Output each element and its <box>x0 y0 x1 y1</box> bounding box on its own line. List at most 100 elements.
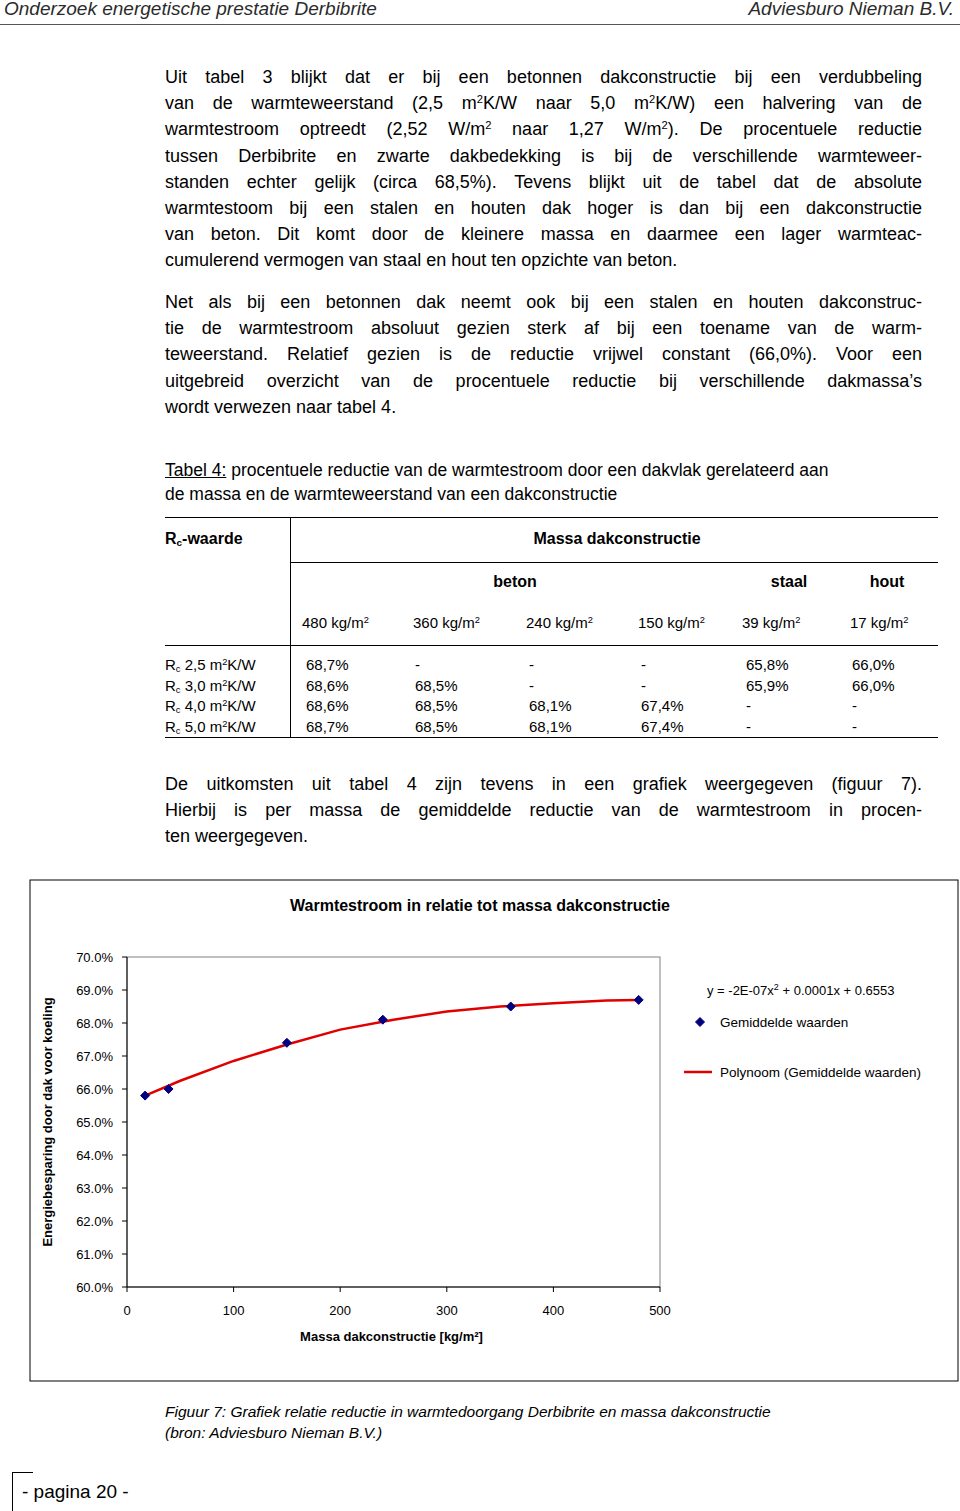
x-tick-label: 500 <box>649 1303 671 1318</box>
table-header: Massa dakconstructie <box>533 530 700 548</box>
y-tick <box>122 1056 127 1057</box>
paragraph-line: cumulerend vermogen van staal en hout te… <box>165 250 677 271</box>
figure-caption: Figuur 7: Grafiek relatie reductie in wa… <box>165 1403 771 1421</box>
y-tick-label: 60.0% <box>76 1280 113 1295</box>
y-tick-label: 61.0% <box>76 1247 113 1262</box>
paragraph-line: tussen Derbibrite en zwarte dakbedekking… <box>165 146 922 167</box>
table-caption-line: Tabel 4: procentuele reductie van de war… <box>165 460 828 481</box>
paragraph-line: Uit tabel 3 blijkt dat er bij een betonn… <box>165 67 922 88</box>
x-tick <box>233 1287 234 1292</box>
table-caption-text: de massa en de warmteweerstand van een d… <box>165 484 617 504</box>
table-caption-text: procentuele reductie van de warmtestroom… <box>231 460 828 480</box>
y-tick <box>122 1122 127 1123</box>
data-point <box>378 1015 387 1024</box>
data-point <box>506 1002 515 1011</box>
x-tick-label: 200 <box>329 1303 351 1318</box>
paragraph-line: tie de warmtestroom absoluut gezien ster… <box>165 318 922 339</box>
y-tick <box>122 1155 127 1156</box>
table-cell: 66,0% <box>852 677 895 694</box>
legend-label: Polynoom (Gemiddelde waarden) <box>720 1065 921 1080</box>
table-mass: 240 kg/m2 <box>526 614 593 631</box>
table-cell: 66,0% <box>852 656 895 673</box>
table-cell: - <box>852 718 857 735</box>
y-tick-label: 66.0% <box>76 1082 113 1097</box>
x-axis <box>127 1287 660 1288</box>
rule <box>165 517 938 518</box>
data-point <box>634 995 643 1004</box>
table-caption-line: de massa en de warmteweerstand van een d… <box>165 484 617 505</box>
table-cell: - <box>529 656 534 673</box>
table-mass: 480 kg/m2 <box>302 614 369 631</box>
y-tick <box>122 1023 127 1024</box>
table-cell: 68,5% <box>415 697 458 714</box>
y-tick <box>122 990 127 991</box>
table-cell: 68,1% <box>529 718 572 735</box>
plot-marks <box>141 995 644 1100</box>
table-cell: 65,9% <box>746 677 789 694</box>
table-cell: - <box>641 656 646 673</box>
paragraph-line: Hierbij is per massa de gemiddelde reduc… <box>165 800 922 821</box>
chart-frame <box>30 880 958 1381</box>
x-tick-label: 300 <box>436 1303 458 1318</box>
x-tick <box>127 1287 128 1292</box>
y-tick-label: 70.0% <box>76 950 113 965</box>
header-company: Adviesburo Nieman B.V. <box>748 0 954 20</box>
paragraph-line: De uitkomsten uit tabel 4 zijn tevens in… <box>165 774 922 795</box>
rule <box>165 737 938 738</box>
y-axis-label: Energiebesparing door dak voor koeling <box>40 997 55 1246</box>
y-tick-label: 67.0% <box>76 1049 113 1064</box>
y-tick-label: 69.0% <box>76 983 113 998</box>
y-tick <box>122 1221 127 1222</box>
x-tick-label: 0 <box>123 1303 130 1318</box>
table-header: Rc-waarde <box>165 530 243 548</box>
data-point <box>164 1085 173 1094</box>
table-group: beton <box>493 573 537 591</box>
rule <box>165 645 938 646</box>
figure-caption: (bron: Adviesburo Nieman B.V.) <box>165 1424 382 1442</box>
y-tick <box>122 1254 127 1255</box>
paragraph-line: standen echter gelijk (circa 68,5%). Tev… <box>165 172 922 193</box>
header-title: Onderzoek energetische prestatie Derbibr… <box>4 0 377 20</box>
y-tick <box>122 1188 127 1189</box>
table-group: hout <box>870 573 905 591</box>
paragraph-line: Net als bij een betonnen dak neemt ook b… <box>165 292 922 313</box>
page: Onderzoek energetische prestatie Derbibr… <box>0 0 960 1511</box>
y-tick-label: 68.0% <box>76 1016 113 1031</box>
table-cell: 68,5% <box>415 718 458 735</box>
y-tick-label: 62.0% <box>76 1214 113 1229</box>
x-tick-label: 400 <box>543 1303 565 1318</box>
table-cell: 65,8% <box>746 656 789 673</box>
paragraph-line: uitgebreid overzicht van de procentuele … <box>165 371 922 392</box>
table-cell: 68,5% <box>415 677 458 694</box>
x-tick <box>553 1287 554 1292</box>
y-tick <box>122 1089 127 1090</box>
x-tick-label: 100 <box>223 1303 245 1318</box>
table-mass: 39 kg/m2 <box>742 614 801 631</box>
paragraph-line: wordt verwezen naar tabel 4. <box>165 397 396 418</box>
legend-swatch <box>684 1071 712 1074</box>
legend-swatch <box>696 1018 705 1027</box>
x-axis-label: Massa dakconstructie [kg/m²] <box>300 1329 483 1344</box>
chart-title: Warmtestroom in relatie tot massa dakcon… <box>290 897 670 914</box>
table-caption-label: Tabel 4: <box>165 460 226 480</box>
x-tick <box>660 1287 661 1292</box>
table-cell: 68,1% <box>529 697 572 714</box>
y-tick <box>122 1287 127 1288</box>
rule <box>290 517 291 737</box>
table-cell: 67,4% <box>641 697 684 714</box>
table-cell: - <box>641 677 646 694</box>
paragraph-line: warmtestoom bij een stalen en houten dak… <box>165 198 922 219</box>
y-tick-label: 63.0% <box>76 1181 113 1196</box>
x-tick <box>340 1287 341 1292</box>
paragraph-line: warmtestroom optreedt (2,52 W/m2 naar 1,… <box>165 119 922 140</box>
paragraph-line: teweerstand. Relatief gezien is de reduc… <box>165 344 922 365</box>
y-tick <box>122 957 127 958</box>
table-mass: 17 kg/m2 <box>850 614 909 631</box>
table-row-label: Rc 4,0 m2K/W <box>165 697 256 714</box>
table-cell: - <box>852 697 857 714</box>
x-tick <box>446 1287 447 1292</box>
table-row-label: Rc 3,0 m2K/W <box>165 677 256 694</box>
data-point <box>141 1091 150 1100</box>
chart: Warmtestroom in relatie tot massa dakcon… <box>0 0 960 1511</box>
plot-area <box>127 957 660 1287</box>
